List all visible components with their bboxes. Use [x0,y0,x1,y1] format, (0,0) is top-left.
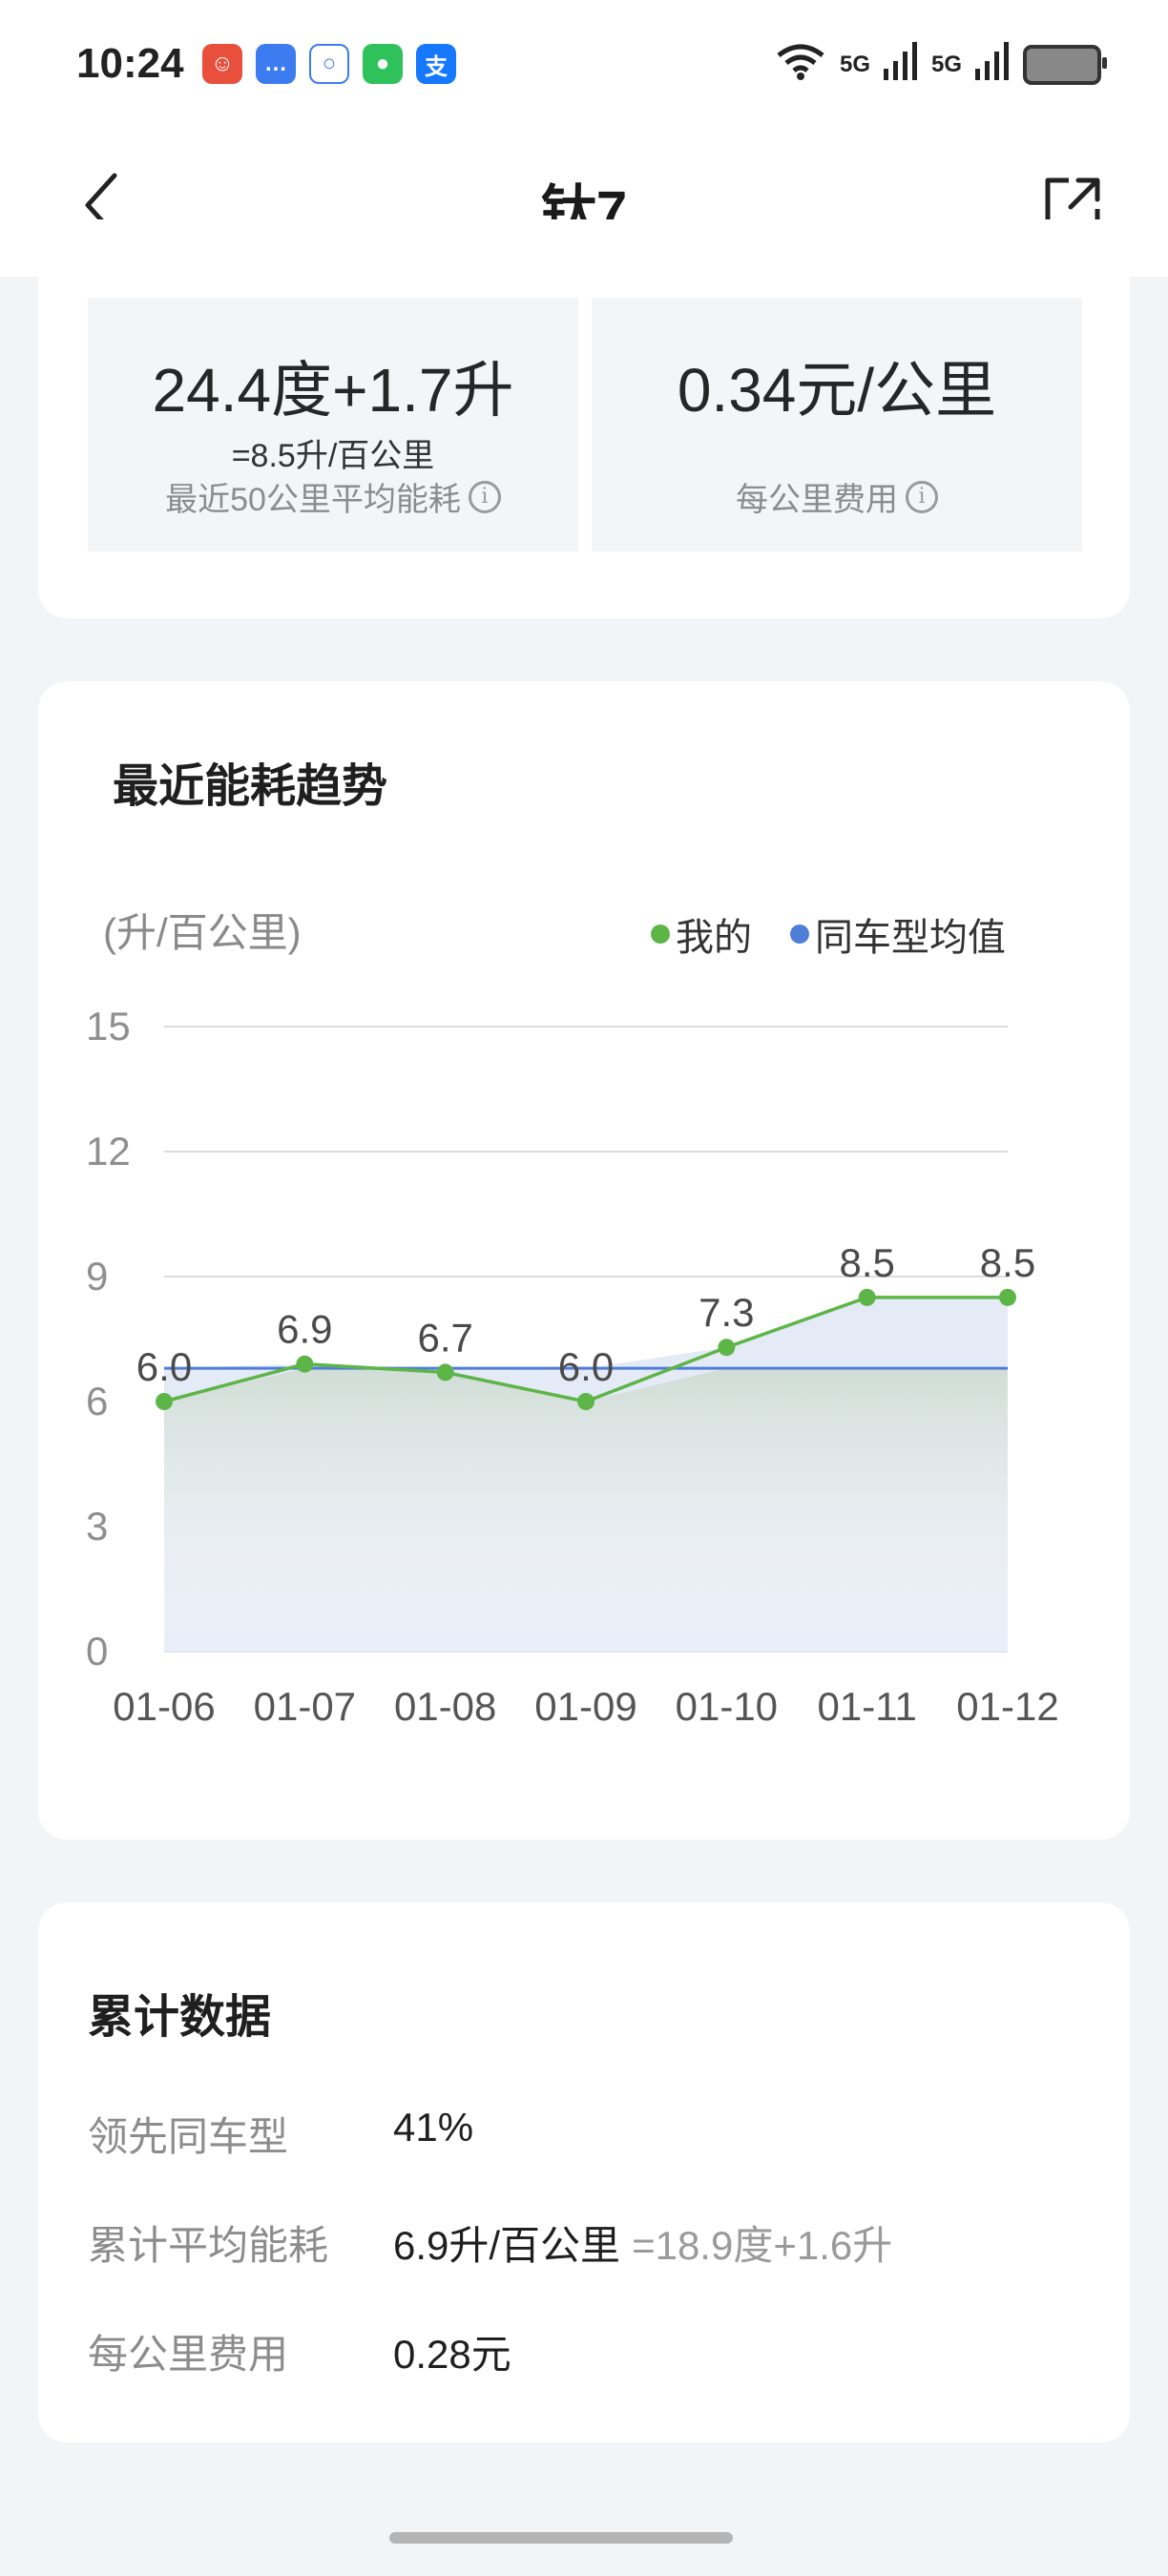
legend-item-mine[interactable]: 我的 [651,906,752,962]
legend-dot-icon [651,924,670,944]
cumulative-row: 领先同车型 41% [88,2105,473,2163]
cost-stat-box: 0.34元/公里 每公里费用 i [592,298,1082,551]
cost-value: 0.34元/公里 [677,356,997,425]
y-tick-label: 3 [86,1504,108,1548]
signal-2-label: 5G [930,51,962,77]
info-icon[interactable]: i [468,480,501,513]
info-icon[interactable]: i [906,480,938,513]
data-point [156,1393,173,1410]
x-tick-label: 01-08 [394,1684,496,1729]
trend-title: 最近能耗趋势 [113,761,388,812]
wechat-icon: ● [363,44,403,84]
energy-equivalent: =8.5升/百公里 [231,438,435,474]
y-tick-label: 15 [86,1004,131,1049]
row-value: 6.9升/百公里 [393,2223,621,2268]
home-indicator[interactable] [389,2532,733,2544]
system-icons: 5G 5G [775,42,1107,87]
row-label: 每公里费用 [88,2332,289,2377]
y-tick-label: 9 [86,1254,108,1298]
x-tick-label: 01-06 [113,1684,215,1729]
chart-legend: 我的 同车型均值 [651,906,1006,962]
signal-bars-2-icon [975,42,1010,87]
row-value: 41% [393,2105,474,2150]
status-time: 10:24 [76,40,184,87]
data-label: 7.3 [699,1290,754,1335]
cumulative-row: 每公里费用 0.28元 [88,2322,511,2380]
data-label: 6.0 [558,1344,614,1389]
data-point [858,1288,876,1306]
cost-label: 每公里费用 [736,482,898,518]
y-tick-label: 12 [86,1129,131,1174]
energy-label: 最近50公里平均能耗 [165,482,461,518]
data-point [436,1363,454,1381]
energy-label-row: 最近50公里平均能耗 i [88,473,578,520]
data-point [999,1288,1016,1306]
chat-bubble-icon: … [256,44,296,84]
data-label: 6.7 [417,1315,472,1360]
energy-value: 24.4度+1.7升 [152,356,514,425]
cumulative-row: 累计平均能耗 6.9升/百公里 =18.9度+1.6升 [88,2213,892,2272]
legend-label-average: 同车型均值 [815,917,1006,959]
x-tick-label: 01-07 [254,1684,356,1729]
search-app-icon: ○ [309,44,349,84]
data-label: 6.0 [136,1344,192,1389]
data-label: 8.5 [839,1240,894,1285]
legend-dot-icon [790,924,809,944]
cumulative-card: 累计数据 领先同车型 41% 累计平均能耗 6.9升/百公里 =18.9度+1.… [38,1902,1130,2442]
x-tick-label: 01-09 [534,1684,636,1729]
area-mine [164,1368,1008,1652]
cumulative-title: 累计数据 [88,1992,272,2043]
y-tick-label: 6 [86,1379,108,1423]
row-label: 领先同车型 [88,2114,289,2159]
trend-card: 最近能耗趋势 (升/百公里) 我的 同车型均值 0 3 6 9 12 15 6.0 6.9 6.… [38,681,1130,1839]
notification-icons: ☺ … ○ ● 支 [202,44,456,84]
signal-1-label: 5G [839,51,870,77]
energy-trend-chart: 0 3 6 9 12 15 6.0 6.9 6.7 6.0 7.3 8.5 8.5 01-06 01-07 0… [86,1004,1059,1729]
legend-label-mine: 我的 [676,917,752,959]
status-bar: 10:24 ☺ … ○ ● 支 5G 5G [0,0,1168,134]
alipay-icon: 支 [416,44,456,84]
data-point [718,1339,736,1357]
data-point [296,1355,314,1373]
data-label: 8.5 [980,1240,1035,1285]
signal-bars-1-icon [883,42,918,87]
x-tick-label: 01-11 [818,1684,917,1729]
y-tick-label: 0 [86,1629,108,1673]
x-tick-label: 01-12 [956,1684,1058,1729]
energy-stat-box: 24.4度+1.7升 =8.5升/百公里 最近50公里平均能耗 i [88,298,578,551]
x-tick-label: 01-10 [676,1684,778,1729]
row-value: 0.28元 [393,2332,511,2377]
legend-item-average[interactable]: 同车型均值 [790,906,1006,962]
cost-label-row: 每公里费用 i [592,473,1082,520]
clown-app-icon: ☺ [202,44,242,84]
wifi-icon [775,42,826,87]
data-point [577,1393,594,1410]
row-extra: =18.9度+1.6升 [632,2223,893,2268]
unit-label: (升/百公里) [103,910,302,955]
battery-icon [1023,44,1107,85]
row-label: 累计平均能耗 [88,2223,329,2268]
data-label: 6.9 [277,1307,332,1352]
summary-card: 24.4度+1.7升 =8.5升/百公里 最近50公里平均能耗 i 0.34元/… [38,219,1130,618]
